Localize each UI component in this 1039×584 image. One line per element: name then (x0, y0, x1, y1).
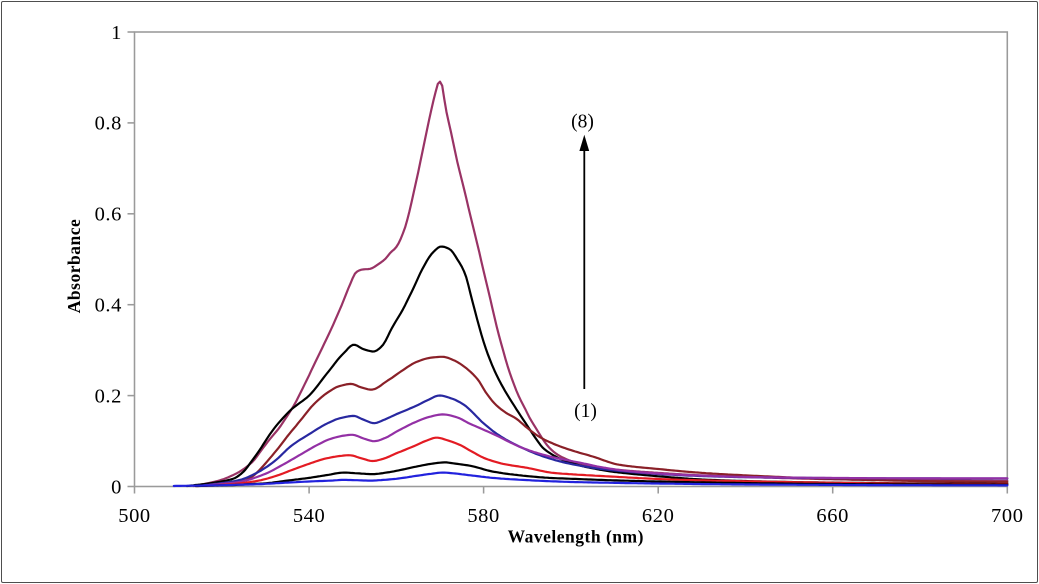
svg-text:Absorbance: Absorbance (64, 219, 84, 313)
svg-text:500: 500 (118, 505, 151, 527)
svg-text:620: 620 (642, 505, 675, 527)
svg-text:540: 540 (293, 505, 326, 527)
svg-text:0: 0 (111, 476, 122, 498)
svg-text:0.4: 0.4 (95, 295, 122, 317)
svg-text:1: 1 (111, 22, 122, 44)
svg-text:700: 700 (991, 505, 1024, 527)
svg-text:0.6: 0.6 (95, 204, 122, 226)
svg-text:Wavelength (nm): Wavelength (nm) (508, 527, 644, 547)
svg-text:0.8: 0.8 (95, 113, 122, 135)
svg-text:660: 660 (816, 505, 849, 527)
svg-text:580: 580 (467, 505, 500, 527)
svg-text:(8): (8) (571, 112, 594, 133)
svg-text:0.2: 0.2 (95, 385, 122, 407)
svg-text:(1): (1) (574, 401, 597, 422)
